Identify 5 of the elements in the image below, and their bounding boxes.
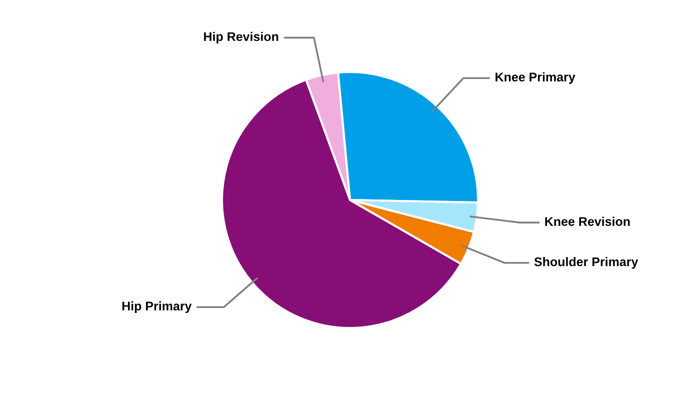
slice-label: Knee Revision — [545, 216, 630, 226]
slice-label: Shoulder Primary — [534, 257, 638, 269]
slice-label: Hip Revision — [204, 32, 278, 44]
slice-label: Knee Primary — [496, 72, 576, 84]
slice-label: Hip Primary — [122, 301, 192, 313]
